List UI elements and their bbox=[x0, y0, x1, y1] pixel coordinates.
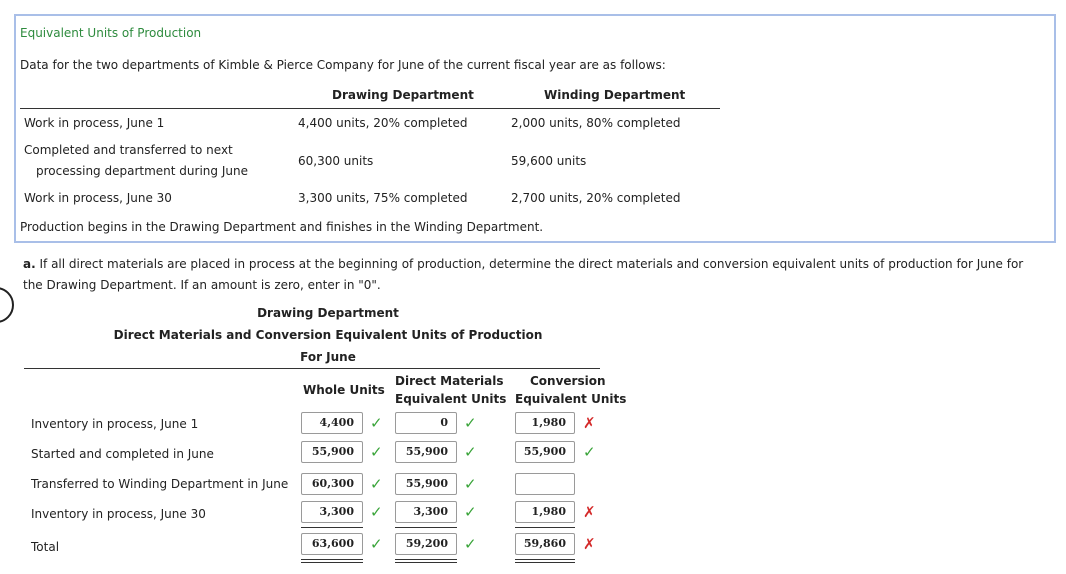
whole-units-input[interactable]: 60,300 bbox=[301, 473, 363, 495]
dm-units-total-input[interactable]: 59,200 bbox=[395, 533, 457, 555]
total-double-rule-conv bbox=[515, 559, 575, 560]
check-icon: ✓ bbox=[464, 475, 477, 493]
whole-units-total-input[interactable]: 63,600 bbox=[301, 533, 363, 555]
conv-units-total-input[interactable]: 59,860 bbox=[515, 533, 575, 555]
check-icon: ✓ bbox=[464, 414, 477, 432]
col-header-drawing: Drawing Department bbox=[332, 88, 474, 102]
check-icon: ✓ bbox=[464, 503, 477, 521]
info-footer: Production begins in the Drawing Departm… bbox=[20, 220, 544, 234]
info-row-drawing: 3,300 units, 75% completed bbox=[298, 191, 468, 205]
total-double-rule-conv bbox=[515, 562, 575, 563]
row-label-started-completed: Started and completed in June bbox=[31, 447, 214, 461]
info-header-rule bbox=[20, 108, 720, 109]
col-dm-line1: Direct Materials bbox=[395, 374, 504, 388]
dm-units-input[interactable]: 3,300 bbox=[395, 501, 457, 523]
whole-units-input[interactable]: 4,400 bbox=[301, 412, 363, 434]
check-icon: ✓ bbox=[370, 503, 383, 521]
schedule-title-dept: Drawing Department bbox=[257, 306, 399, 320]
info-row-label-cont: processing department during June bbox=[36, 164, 248, 178]
row-label-transferred: Transferred to Winding Department in Jun… bbox=[31, 477, 289, 491]
question-line-2: the Drawing Department. If an amount is … bbox=[23, 278, 381, 292]
total-double-rule-dm bbox=[395, 562, 457, 563]
total-double-rule-whole bbox=[301, 562, 363, 563]
info-row-drawing: 4,400 units, 20% completed bbox=[298, 116, 468, 130]
schedule-title-main: Direct Materials and Conversion Equivale… bbox=[113, 328, 543, 342]
conv-units-input[interactable]: 1,980 bbox=[515, 501, 575, 523]
info-intro: Data for the two departments of Kimble &… bbox=[20, 58, 666, 72]
check-icon: ✓ bbox=[370, 475, 383, 493]
check-icon: ✓ bbox=[370, 414, 383, 432]
row-label-inventory-june1: Inventory in process, June 1 bbox=[31, 417, 199, 431]
check-icon: ✓ bbox=[464, 535, 477, 553]
check-icon: ✓ bbox=[370, 443, 383, 461]
info-row-label: Work in process, June 30 bbox=[24, 191, 172, 205]
conv-units-input[interactable]: 1,980 bbox=[515, 412, 575, 434]
check-icon: ✓ bbox=[583, 443, 596, 461]
info-row-label: Work in process, June 1 bbox=[24, 116, 165, 130]
cross-icon: ✗ bbox=[583, 503, 596, 521]
total-rule-whole bbox=[301, 527, 363, 528]
total-double-rule-whole bbox=[301, 559, 363, 560]
row-label-inventory-june30: Inventory in process, June 30 bbox=[31, 507, 206, 521]
check-icon: ✓ bbox=[370, 535, 383, 553]
col-header-winding: Winding Department bbox=[544, 88, 686, 102]
dm-units-input[interactable]: 55,900 bbox=[395, 441, 457, 463]
cross-icon: ✗ bbox=[583, 535, 596, 553]
info-row-label: Completed and transferred to next bbox=[24, 143, 233, 157]
col-dm-line2: Equivalent Units bbox=[395, 392, 507, 406]
dm-units-input[interactable]: 55,900 bbox=[395, 473, 457, 495]
question-line-1: a. If all direct materials are placed in… bbox=[23, 257, 1023, 271]
info-row-winding: 2,700 units, 20% completed bbox=[511, 191, 681, 205]
schedule-title-period: For June bbox=[300, 350, 356, 364]
col-conv-line2: Equivalent Units bbox=[515, 392, 627, 406]
info-row-winding: 2,000 units, 80% completed bbox=[511, 116, 681, 130]
total-rule-dm bbox=[395, 527, 457, 528]
data-info-box bbox=[14, 14, 1056, 243]
col-conv-line1: Conversion bbox=[530, 374, 606, 388]
question-letter: a. bbox=[23, 257, 36, 271]
info-box-title: Equivalent Units of Production bbox=[20, 26, 202, 40]
cross-icon: ✗ bbox=[583, 414, 596, 432]
check-icon: ✓ bbox=[464, 443, 477, 461]
info-row-winding: 59,600 units bbox=[511, 154, 587, 168]
whole-units-input[interactable]: 55,900 bbox=[301, 441, 363, 463]
conv-units-input[interactable] bbox=[515, 473, 575, 495]
total-rule-conv bbox=[515, 527, 575, 528]
conv-units-input[interactable]: 55,900 bbox=[515, 441, 575, 463]
col-whole-units: Whole Units bbox=[303, 383, 385, 397]
total-double-rule-dm bbox=[395, 559, 457, 560]
whole-units-input[interactable]: 3,300 bbox=[301, 501, 363, 523]
question-text: If all direct materials are placed in pr… bbox=[39, 257, 1024, 271]
row-label-total: Total bbox=[31, 540, 60, 554]
schedule-top-rule bbox=[24, 368, 600, 369]
info-row-drawing: 60,300 units bbox=[298, 154, 374, 168]
dm-units-input[interactable]: 0 bbox=[395, 412, 457, 434]
